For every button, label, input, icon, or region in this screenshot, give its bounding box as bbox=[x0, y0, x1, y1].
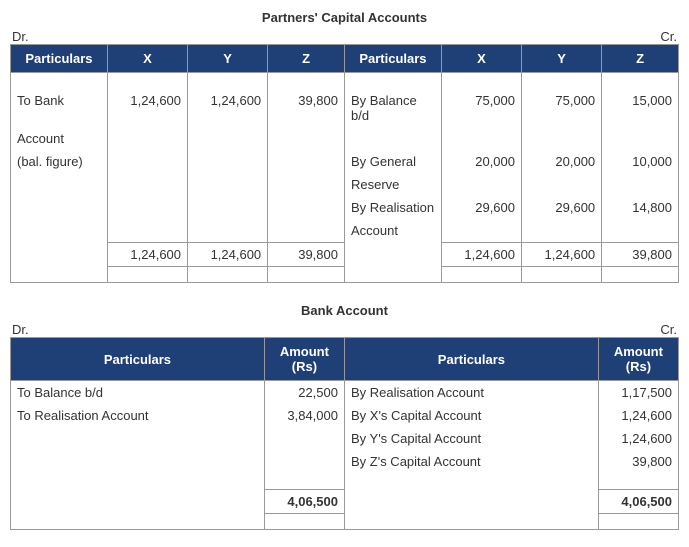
bank-dr: Dr. bbox=[12, 322, 29, 337]
cap-cr3-z: 14,800 bbox=[602, 196, 679, 219]
cap-cr3-y: 29,600 bbox=[522, 196, 602, 219]
cap-cr-total-x: 1,24,600 bbox=[441, 242, 521, 266]
hdr-z-dr: Z bbox=[268, 45, 345, 73]
bank-row-3: By Y's Capital Account 1,24,600 bbox=[11, 427, 679, 450]
capital-dr: Dr. bbox=[12, 29, 29, 44]
cap-cr2-y: 20,000 bbox=[522, 150, 602, 173]
cap-cr1-x: 75,000 bbox=[441, 89, 521, 127]
cap-dr-total-y: 1,24,600 bbox=[188, 242, 268, 266]
bank-row-2: To Realisation Account 3,84,000 By X's C… bbox=[11, 404, 679, 427]
bank-dr-total: 4,06,500 bbox=[264, 489, 344, 513]
bank-hdr-amt-dr-l2: (Rs) bbox=[292, 359, 317, 374]
cap-dr-label-l3-text: (bal. figure) bbox=[17, 154, 83, 169]
cap-dr-z: 39,800 bbox=[268, 89, 345, 127]
capital-cr: Cr. bbox=[660, 29, 677, 44]
cap-cr-total-y: 1,24,600 bbox=[522, 242, 602, 266]
bank-cr1-label: By Realisation Account bbox=[344, 381, 598, 405]
cap-dr-label-l2: Account bbox=[11, 127, 108, 150]
hdr-y-dr: Y bbox=[188, 45, 268, 73]
bank-header-row: Particulars Amount(Rs) Particulars Amoun… bbox=[11, 338, 679, 381]
bank-cr2-amt: 1,24,600 bbox=[598, 404, 678, 427]
bank-hdr-part-dr: Particulars bbox=[11, 338, 265, 381]
capital-row-2: Account bbox=[11, 127, 679, 150]
hdr-x-cr: X bbox=[441, 45, 521, 73]
cap-cr3-label-l2: Account bbox=[344, 219, 441, 242]
capital-row-4: Reserve bbox=[11, 173, 679, 196]
capital-title: Partners' Capital Accounts bbox=[10, 10, 679, 25]
cap-dr-label-l3: (bal. figure) bbox=[11, 150, 108, 173]
cap-cr1-label: By Balance b/d bbox=[344, 89, 441, 127]
bank-hdr-amt-cr: Amount(Rs) bbox=[598, 338, 678, 381]
capital-table: Particulars X Y Z Particulars X Y Z To B… bbox=[10, 44, 679, 283]
bank-cr4-label: By Z's Capital Account bbox=[344, 450, 598, 473]
cap-cr2-label-l2: Reserve bbox=[344, 173, 441, 196]
bank-hdr-amt-dr-l1: Amount bbox=[280, 344, 329, 359]
bank-cr3-amt: 1,24,600 bbox=[598, 427, 678, 450]
bank-title: Bank Account bbox=[10, 303, 679, 318]
bank-cr-total: 4,06,500 bbox=[598, 489, 678, 513]
bank-dr1-label: To Balance b/d bbox=[11, 381, 265, 405]
cap-dr-y: 1,24,600 bbox=[188, 89, 268, 127]
bank-hdr-part-cr: Particulars bbox=[344, 338, 598, 381]
cap-cr2-x: 20,000 bbox=[441, 150, 521, 173]
hdr-z-cr: Z bbox=[602, 45, 679, 73]
cap-cr3-label-l1: By Realisation bbox=[344, 196, 441, 219]
bank-table: Particulars Amount(Rs) Particulars Amoun… bbox=[10, 337, 679, 530]
bank-hdr-amt-dr: Amount(Rs) bbox=[264, 338, 344, 381]
capital-total-row: 1,24,600 1,24,600 39,800 1,24,600 1,24,6… bbox=[11, 242, 679, 266]
hdr-y-cr: Y bbox=[522, 45, 602, 73]
bank-cr1-amt: 1,17,500 bbox=[598, 381, 678, 405]
capital-row-6: Account bbox=[11, 219, 679, 242]
bank-row-4: By Z's Capital Account 39,800 bbox=[11, 450, 679, 473]
cap-cr1-y: 75,000 bbox=[522, 89, 602, 127]
capital-drcr: Dr. Cr. bbox=[10, 29, 679, 44]
hdr-particulars-dr: Particulars bbox=[11, 45, 108, 73]
capital-row-1: To Bank 1,24,600 1,24,600 39,800 By Bala… bbox=[11, 89, 679, 127]
bank-dr2-amt: 3,84,000 bbox=[264, 404, 344, 427]
cap-dr-total-x: 1,24,600 bbox=[107, 242, 187, 266]
bank-cr4-amt: 39,800 bbox=[598, 450, 678, 473]
bank-row-1: To Balance b/d 22,500 By Realisation Acc… bbox=[11, 381, 679, 405]
capital-end-row bbox=[11, 266, 679, 283]
bank-dr1-amt: 22,500 bbox=[264, 381, 344, 405]
bank-hdr-amt-cr-l1: Amount bbox=[614, 344, 663, 359]
bank-drcr: Dr. Cr. bbox=[10, 322, 679, 337]
bank-hdr-amt-cr-l2: (Rs) bbox=[626, 359, 651, 374]
bank-cr2-label: By X's Capital Account bbox=[344, 404, 598, 427]
hdr-x-dr: X bbox=[107, 45, 187, 73]
capital-header-row: Particulars X Y Z Particulars X Y Z bbox=[11, 45, 679, 73]
bank-dr2-label: To Realisation Account bbox=[11, 404, 265, 427]
bank-cr3-label: By Y's Capital Account bbox=[344, 427, 598, 450]
bank-end-row bbox=[11, 513, 679, 530]
cap-cr1-z: 15,000 bbox=[602, 89, 679, 127]
cap-cr2-z: 10,000 bbox=[602, 150, 679, 173]
capital-row-3: (bal. figure) By General 20,000 20,000 1… bbox=[11, 150, 679, 173]
cap-cr2-label-l1: By General bbox=[344, 150, 441, 173]
bank-total-row: 4,06,500 4,06,500 bbox=[11, 489, 679, 513]
capital-row-5: By Realisation 29,600 29,600 14,800 bbox=[11, 196, 679, 219]
cap-dr-x: 1,24,600 bbox=[107, 89, 187, 127]
bank-cr: Cr. bbox=[660, 322, 677, 337]
cap-cr3-x: 29,600 bbox=[441, 196, 521, 219]
hdr-particulars-cr: Particulars bbox=[344, 45, 441, 73]
cap-cr-total-z: 39,800 bbox=[602, 242, 679, 266]
cap-dr-label-l1: To Bank bbox=[11, 89, 108, 127]
cap-dr-total-z: 39,800 bbox=[268, 242, 345, 266]
